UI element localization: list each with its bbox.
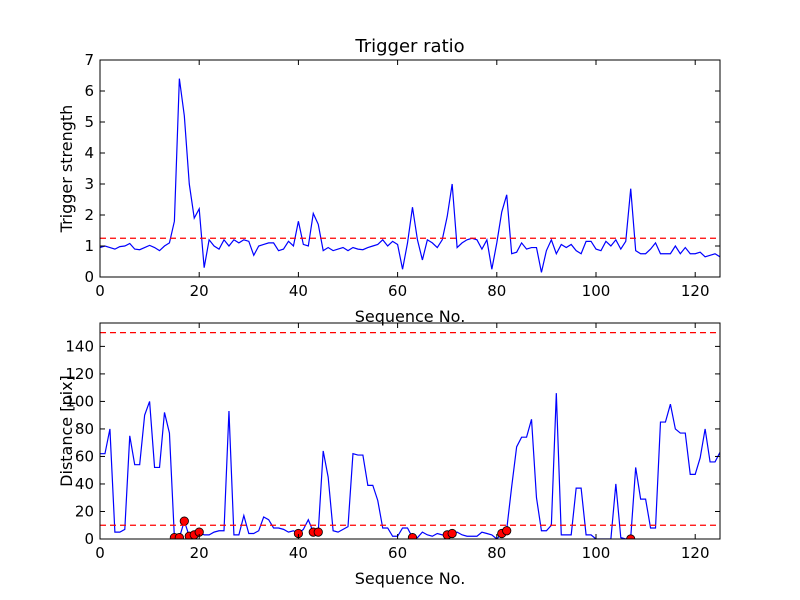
y-tick-label: 0 xyxy=(84,530,94,548)
y-axis-label: Trigger strength xyxy=(57,105,76,234)
y-tick-label: 120 xyxy=(65,365,94,383)
x-tick-label: 100 xyxy=(582,544,611,562)
axes-frame xyxy=(99,322,721,540)
y-tick-label: 0 xyxy=(84,268,94,286)
x-tick-label: 20 xyxy=(190,544,209,562)
x-tick-label: 40 xyxy=(289,544,308,562)
chart-title: Trigger ratio xyxy=(354,36,464,57)
y-tick-label: 3 xyxy=(84,175,94,193)
y-tick-label: 6 xyxy=(84,82,94,100)
x-tick-label: 100 xyxy=(582,282,611,300)
x-tick-label: 40 xyxy=(289,282,308,300)
data-line xyxy=(100,393,720,539)
x-tick-label: 120 xyxy=(681,544,710,562)
y-tick-label: 5 xyxy=(84,113,94,131)
x-tick-label: 60 xyxy=(388,544,407,562)
data-marker xyxy=(407,533,418,539)
y-tick-label: 20 xyxy=(75,502,94,520)
y-tick-label: 2 xyxy=(84,206,94,224)
x-tick-label: 60 xyxy=(388,282,407,300)
distance-panel: 0 20 40 60 80 100 120 0 20 40 60 80 100 120 140 Sequenc… xyxy=(57,322,721,588)
trigger-ratio-panel: 0 20 40 60 80 100 120 0 1 2 3 4 5 6 7 Sequence No. Trigg… xyxy=(57,36,721,326)
x-tick-label: 20 xyxy=(190,282,209,300)
data-marker xyxy=(313,527,323,537)
data-marker xyxy=(179,516,189,526)
y-tick-label: 60 xyxy=(75,447,94,465)
x-tick-label: 0 xyxy=(95,544,105,562)
y-axis-label: Distance [pix] xyxy=(57,375,76,487)
data-line xyxy=(100,78,720,273)
y-tick-label: 140 xyxy=(65,337,94,355)
y-tick-label: 7 xyxy=(84,51,94,69)
x-tick-label: 0 xyxy=(95,282,105,300)
x-tick-label: 80 xyxy=(487,544,506,562)
data-marker xyxy=(502,526,512,536)
data-marker xyxy=(174,533,184,539)
x-axis-label: Sequence No. xyxy=(355,569,466,588)
x-axis-label: Sequence No. xyxy=(355,307,466,326)
y-tick-label: 100 xyxy=(65,392,94,410)
y-tick-label: 80 xyxy=(75,420,94,438)
data-marker xyxy=(447,528,457,539)
y-tick-label: 1 xyxy=(84,237,94,255)
x-tick-label: 120 xyxy=(681,282,710,300)
y-tick-label: 40 xyxy=(75,475,94,493)
x-tick-label: 80 xyxy=(487,282,506,300)
y-tick-label: 4 xyxy=(84,144,94,162)
axes-frame xyxy=(99,59,721,278)
